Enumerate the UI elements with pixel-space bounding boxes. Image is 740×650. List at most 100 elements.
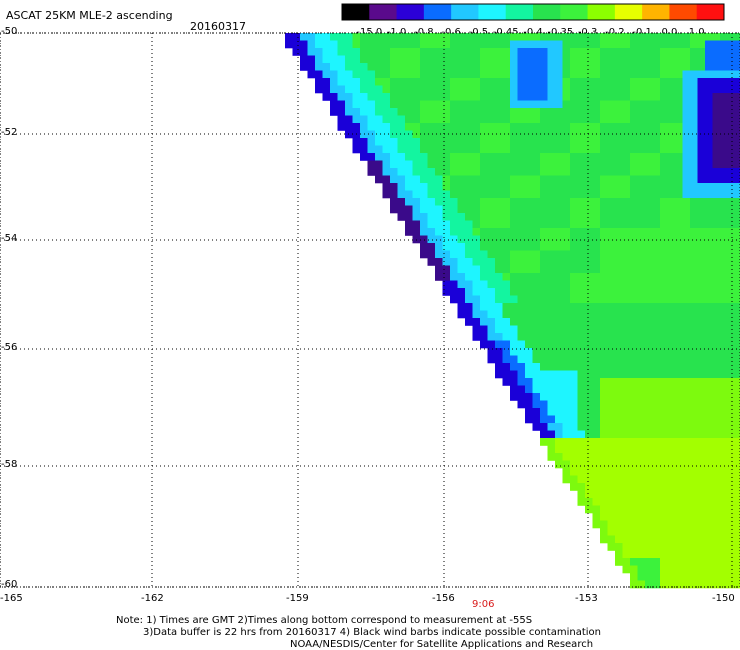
lat-label-56: -56: [1, 342, 18, 353]
data-cell: [397, 160, 406, 169]
data-cell: [480, 63, 488, 71]
data-cell: [592, 490, 601, 499]
data-cell: [562, 123, 571, 131]
data-cell: [705, 400, 713, 409]
data-cell: [622, 280, 631, 289]
data-cell: [705, 468, 713, 476]
data-cell: [562, 33, 571, 41]
data-cell: [585, 505, 593, 514]
data-cell: [427, 258, 436, 266]
data-cell: [622, 558, 631, 566]
data-cell: [540, 423, 548, 431]
data-cell: [540, 385, 548, 394]
data-cell: [727, 205, 736, 214]
data-cell: [652, 528, 661, 536]
data-cell: [420, 138, 428, 146]
data-cell: [510, 325, 518, 334]
data-cell: [592, 415, 601, 424]
colorbar-label: -0.5: [469, 27, 489, 38]
data-cell: [540, 115, 548, 124]
data-cell: [600, 130, 608, 139]
data-cell: [660, 183, 668, 191]
data-cell: [690, 580, 698, 589]
data-cell: [525, 348, 533, 356]
data-cell: [510, 213, 518, 221]
data-cell: [495, 48, 503, 56]
data-cell: [517, 288, 526, 296]
data-cell: [592, 340, 601, 349]
data-cell: [675, 63, 683, 71]
data-cell: [660, 130, 668, 139]
data-cell: [367, 130, 376, 139]
data-cell: [622, 190, 631, 199]
data-cell: [697, 408, 706, 416]
data-cell: [622, 100, 631, 109]
data-cell: [525, 250, 533, 259]
data-cell: [712, 468, 721, 476]
data-cell: [532, 408, 541, 416]
data-cell: [645, 393, 653, 401]
data-cell: [562, 198, 571, 206]
data-cell: [637, 310, 646, 319]
data-cell: [517, 130, 526, 139]
data-cell: [457, 145, 466, 154]
data-cell: [637, 198, 646, 206]
data-cell: [495, 333, 503, 341]
data-cell: [502, 123, 511, 131]
data-cell: [712, 205, 721, 214]
data-cell: [637, 303, 646, 311]
data-cell: [510, 70, 518, 79]
data-cell: [607, 220, 616, 229]
data-cell: [720, 453, 728, 461]
data-cell: [615, 393, 623, 401]
data-cell: [697, 520, 706, 529]
data-cell: [592, 483, 601, 491]
data-cell: [637, 280, 646, 289]
data-cell: [630, 535, 638, 544]
data-cell: [555, 370, 563, 379]
data-cell: [727, 378, 736, 386]
data-cell: [457, 100, 466, 109]
data-cell: [645, 565, 653, 574]
data-cell: [562, 108, 571, 116]
data-cell: [615, 340, 623, 349]
data-cell: [735, 543, 740, 551]
data-cell: [562, 40, 571, 49]
data-cell: [585, 280, 593, 289]
data-cell: [555, 78, 563, 86]
data-cell: [660, 243, 668, 251]
data-cell: [547, 295, 556, 304]
data-cell: [547, 33, 556, 41]
data-cell: [630, 100, 638, 109]
data-cell: [585, 168, 593, 176]
data-cell: [570, 483, 578, 491]
data-cell: [540, 355, 548, 364]
data-cell: [412, 78, 421, 86]
data-cell: [525, 415, 533, 424]
data-cell: [607, 190, 616, 199]
data-cell: [675, 258, 683, 266]
data-cell: [502, 355, 511, 364]
lon-label-162: -162: [141, 593, 164, 604]
data-cell: [607, 250, 616, 259]
data-cell: [427, 63, 436, 71]
data-cell: [712, 535, 721, 544]
data-cell: [562, 183, 571, 191]
data-cell: [352, 55, 361, 64]
data-cell: [667, 520, 676, 529]
data-cell: [705, 183, 713, 191]
data-cell: [645, 325, 653, 334]
data-cell: [667, 318, 676, 326]
data-cell: [720, 295, 728, 304]
data-cell: [412, 33, 421, 41]
data-cell: [577, 235, 586, 244]
data-cell: [645, 243, 653, 251]
data-cell: [427, 108, 436, 116]
data-cell: [697, 55, 706, 64]
data-cell: [697, 280, 706, 289]
data-cell: [382, 63, 391, 71]
lat-label-52: -52: [1, 127, 18, 138]
data-cell: [360, 33, 368, 41]
data-cell: [570, 400, 578, 409]
data-cell: [637, 385, 646, 394]
